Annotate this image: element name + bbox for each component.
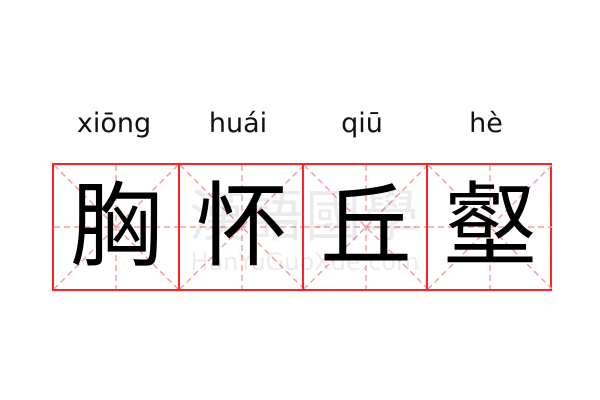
pinyin-1: xiōng <box>76 108 152 139</box>
character-3: 丘 <box>319 173 412 280</box>
pinyin-2: huái <box>208 108 268 139</box>
character-grid: 胸 怀 丘 壑 <box>52 163 552 291</box>
pinyin-3: qiū <box>341 108 383 139</box>
character-cell: 怀 <box>178 165 304 289</box>
pinyin-4: hè <box>469 108 503 139</box>
character-2: 怀 <box>195 173 288 280</box>
character-cell: 胸 <box>54 165 178 289</box>
character-4: 壑 <box>443 173 536 280</box>
guide-lines <box>180 165 304 289</box>
guide-lines <box>304 165 428 289</box>
character-1: 胸 <box>69 173 162 280</box>
guide-lines <box>54 165 178 289</box>
character-cell: 丘 <box>302 165 428 289</box>
character-cell: 壑 <box>426 165 552 289</box>
guide-lines <box>428 165 552 289</box>
